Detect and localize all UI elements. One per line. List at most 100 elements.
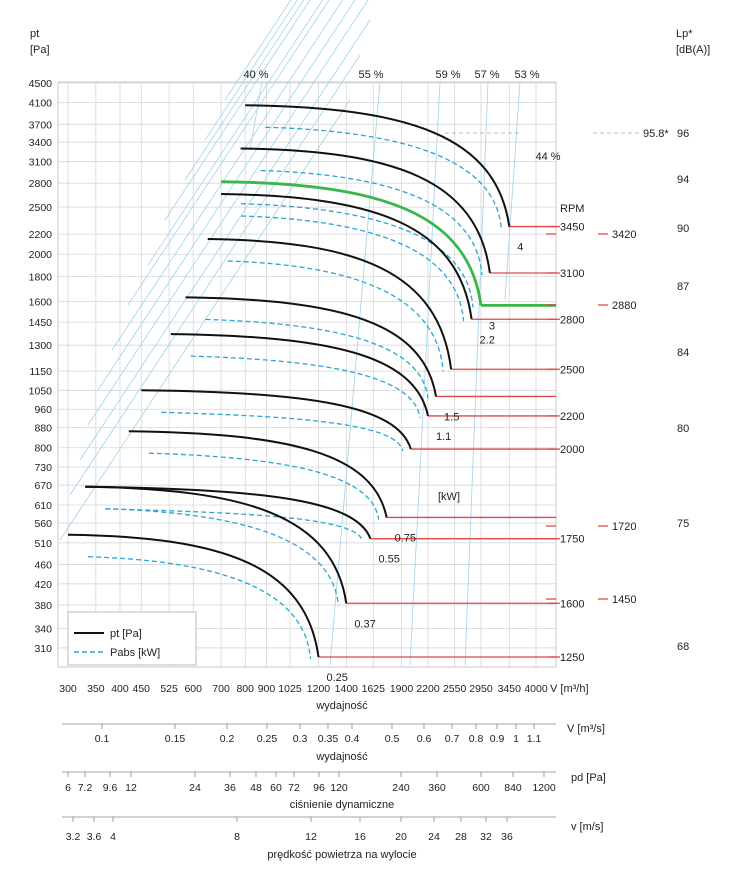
system-line-5 <box>111 0 344 351</box>
system-line-6 <box>127 0 330 306</box>
scale-1-tick-7: 60 <box>270 782 282 794</box>
y-tick-3400: 3400 <box>29 137 53 149</box>
rpm-value-2000: 2000 <box>560 444 584 456</box>
pt-curve-0 <box>245 104 511 227</box>
system-line-1 <box>69 54 361 496</box>
pabs-curve-0 <box>265 126 502 229</box>
x-tick-400: 400 <box>111 683 129 695</box>
y-tick-560: 560 <box>34 518 52 530</box>
y-tick-510: 510 <box>34 538 52 550</box>
lp-tick-68: 68 <box>677 641 689 653</box>
pabs-curves <box>87 126 502 660</box>
x-tick-1025: 1025 <box>278 683 302 695</box>
y-tick-610: 610 <box>34 500 52 512</box>
scale-1-tick-6: 48 <box>250 782 262 794</box>
y-tick-960: 960 <box>34 404 52 416</box>
y-tick-4100: 4100 <box>29 98 53 110</box>
scale-1-tick-11: 240 <box>392 782 410 794</box>
bottom-scales: 0.1 0.15 0.2 0.25 0.3 0.35 0.4 0.5 0.6 0.7 0.8 0.9 1… <box>62 723 606 861</box>
efficiency-label-2: 59 % <box>435 69 460 81</box>
legend: pt [Pa] Pabs [kW] <box>67 611 197 666</box>
scale-1-tick-12: 360 <box>428 782 446 794</box>
scale-1-tick-1: 7.2 <box>78 782 93 794</box>
lp-tick-84: 84 <box>677 347 689 359</box>
efficiency-label-1: 55 % <box>358 69 383 81</box>
pabs-curve-7 <box>161 411 404 452</box>
pt-curve-1 <box>240 147 491 274</box>
rpm-label: RPM <box>560 203 584 215</box>
y-tick-420: 420 <box>34 579 52 591</box>
efficiency-ray-2 <box>409 81 441 666</box>
x-tick-700: 700 <box>212 683 230 695</box>
rpm-marker-3420: 3420 <box>612 229 636 241</box>
scale-2-tick-4: 12 <box>305 831 317 843</box>
system-line-9 <box>184 0 305 181</box>
efficiency-ray-1 <box>329 81 381 666</box>
scale-0-tick-2: 0.2 <box>220 733 235 745</box>
power-label-2: 3 <box>489 320 495 332</box>
system-line-3 <box>87 0 369 426</box>
y-tick-1450: 1450 <box>29 317 53 329</box>
scale-1-tick-15: 1200 <box>532 782 556 794</box>
y-tick-730: 730 <box>34 462 52 474</box>
pabs-curve-8 <box>148 452 380 520</box>
pt-curve-9 <box>85 485 372 540</box>
power-label-6: 1.1 <box>436 431 451 443</box>
kw-unit-label: [kW] <box>438 491 460 503</box>
y-tick-2800: 2800 <box>29 178 53 190</box>
scale-2-tick-7: 24 <box>428 831 440 843</box>
pt-curve-8 <box>128 430 388 518</box>
power-label-11: 0.25 <box>326 672 347 684</box>
y-tick-1600: 1600 <box>29 296 53 308</box>
rpm-value-1250: 1250 <box>560 652 584 664</box>
y-tick-1300: 1300 <box>29 340 53 352</box>
scale-2-label: v [m/s] <box>571 821 603 833</box>
power-label-5: 1.5 <box>444 411 459 423</box>
pabs-curve-6 <box>190 355 421 418</box>
right-axis-label-1: Lp* <box>676 28 693 40</box>
y-tick-2200: 2200 <box>29 229 53 241</box>
y-tick-4500: 4500 <box>29 78 53 90</box>
scale-1-tick-0: 6 <box>65 782 71 794</box>
labels: 40 % 55 % 59 % 57 % 53 % 44 % 4 3450 3100 3 2.2 280… <box>243 69 689 684</box>
system-line-7 <box>147 0 324 266</box>
y-tick-1050: 1050 <box>29 385 53 397</box>
scale-0-tick-0: 0.1 <box>95 733 110 745</box>
grid: 310 340 380 420 460 510 560 610 670 730 800 880 960 1… <box>29 78 557 695</box>
rpm-marker-1450: 1450 <box>612 594 636 606</box>
scale-0-tick-6: 0.4 <box>345 733 360 745</box>
x-tick-2200: 2200 <box>416 683 440 695</box>
scale-2-tick-6: 20 <box>395 831 407 843</box>
x-tick-1625: 1625 <box>362 683 386 695</box>
scale-0-tick-11: 0.9 <box>490 733 505 745</box>
scale-1-tick-5: 36 <box>224 782 236 794</box>
y-tick-800: 800 <box>34 443 52 455</box>
x-tick-1900: 1900 <box>390 683 414 695</box>
rpm-value-3100: 3100 <box>560 268 584 280</box>
x-tick-350: 350 <box>87 683 105 695</box>
efficiency-ray-3 <box>464 81 489 666</box>
scale-1-caption: ciśnienie dynamiczne <box>290 799 395 811</box>
scale-2-caption: prędkość powietrza na wylocie <box>267 849 416 861</box>
x-tick-900: 900 <box>258 683 276 695</box>
scale-2-tick-9: 32 <box>480 831 492 843</box>
y-tick-1800: 1800 <box>29 271 53 283</box>
pabs-curve-2 <box>241 203 474 308</box>
efficiency-lines <box>59 0 640 666</box>
scale-1-tick-10: 120 <box>330 782 348 794</box>
pt-curve-2 <box>221 180 483 306</box>
y-tick-2500: 2500 <box>29 202 53 214</box>
pabs-curve-4 <box>227 260 444 372</box>
scale-2-tick-8: 28 <box>455 831 467 843</box>
rpm-value-1750: 1750 <box>560 534 584 546</box>
y-tick-880: 880 <box>34 423 52 435</box>
rpm-marker-1720: 1720 <box>612 521 636 533</box>
system-line-0 <box>59 99 351 541</box>
scale-0-tick-12: 1 <box>513 733 519 745</box>
pabs-curve-10 <box>105 508 339 606</box>
x-axis-label: V [m³/h] <box>550 683 589 695</box>
rpm-value-2200: 2200 <box>560 411 584 423</box>
y-tick-3100: 3100 <box>29 157 53 169</box>
y-tick-2000: 2000 <box>29 249 53 261</box>
lp-marker: 95.8* <box>643 128 669 140</box>
